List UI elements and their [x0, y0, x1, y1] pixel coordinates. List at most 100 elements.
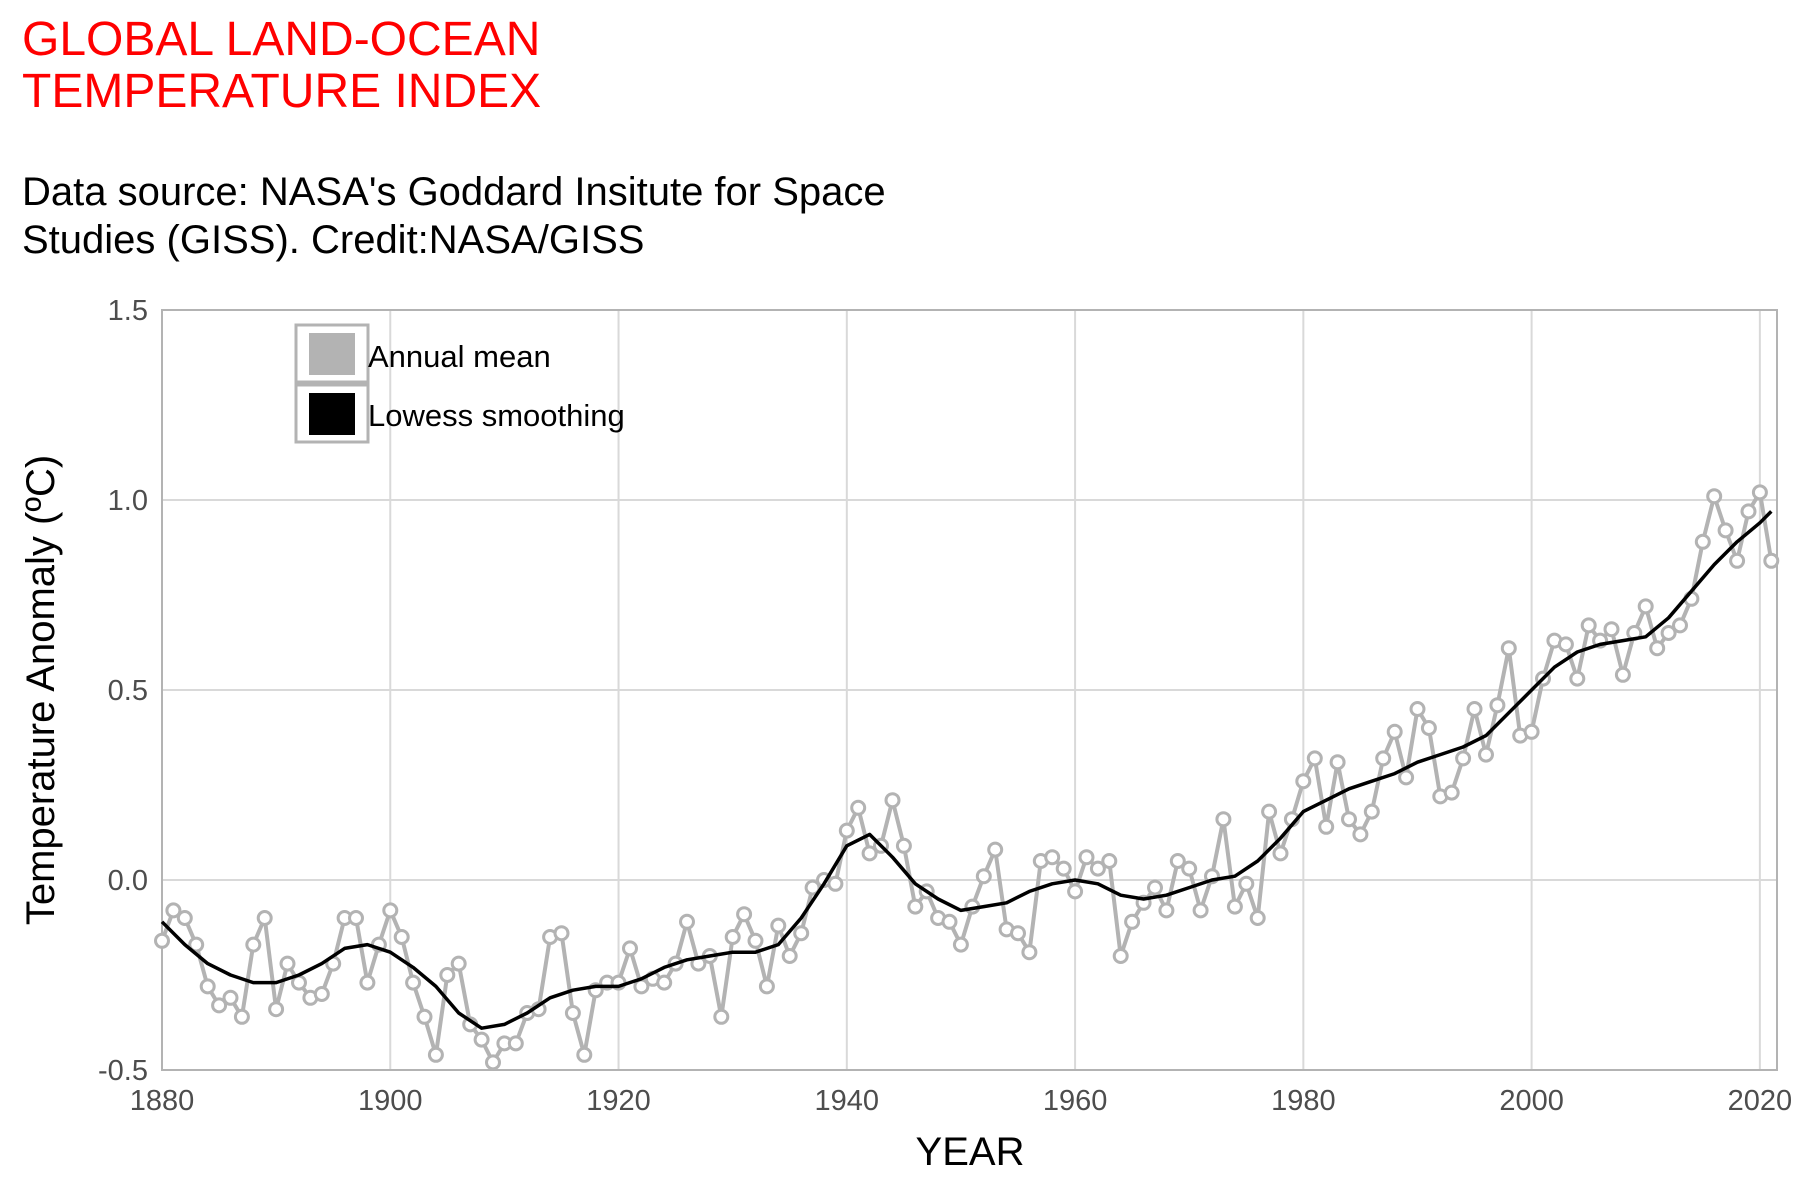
- annual-mean-point: [713, 1008, 730, 1025]
- annual-mean-point: [1158, 902, 1175, 919]
- annual-mean-point: [861, 845, 878, 862]
- annual-mean-point: [1192, 902, 1209, 919]
- annual-mean-point: [1637, 598, 1654, 615]
- annual-mean-point: [1101, 853, 1118, 869]
- annual-mean-point: [827, 875, 844, 892]
- annual-mean-point: [1557, 636, 1574, 653]
- x-tick-label: 1900: [358, 1085, 423, 1117]
- annual-mean-point: [1763, 552, 1780, 569]
- annual-mean-point: [233, 1008, 250, 1025]
- x-tick-label: 1940: [815, 1085, 880, 1117]
- annual-mean-point: [1089, 860, 1106, 877]
- annual-mean-point: [313, 986, 330, 1002]
- annual-mean-point: [188, 936, 205, 953]
- subtitle-line-2: Studies (GISS). Credit:NASA/GISS: [22, 218, 645, 262]
- annual-mean-point: [154, 932, 170, 949]
- annual-mean-point: [656, 974, 673, 991]
- annual-mean-point: [211, 997, 228, 1014]
- annual-mean-point: [1249, 910, 1266, 926]
- annual-mean-point: [770, 917, 787, 934]
- lowess-smoothing-line: [160, 510, 1773, 1030]
- annual-mean-point: [1420, 720, 1437, 736]
- legend-swatch-annual-mean: [309, 333, 355, 375]
- annual-mean-point: [895, 837, 912, 854]
- annual-mean-point: [987, 841, 1004, 858]
- annual-mean-point: [1124, 913, 1141, 930]
- title-line-1: GLOBAL LAND-OCEAN: [22, 13, 541, 66]
- x-tick-label: 1980: [1271, 1085, 1336, 1117]
- annual-mean-point: [176, 910, 193, 926]
- legend-label-annual-mean: Annual mean: [368, 339, 551, 374]
- annual-mean-point: [427, 1046, 444, 1063]
- annual-mean-point: [1729, 552, 1746, 569]
- chart-subtitle: Data source: NASA's Goddard Insitute for…: [22, 168, 886, 264]
- annual-mean-point: [1169, 853, 1186, 869]
- annual-mean-point: [1021, 944, 1038, 961]
- annual-mean-point: [1478, 746, 1494, 763]
- annual-mean-point: [747, 932, 764, 949]
- annual-mean-point: [793, 925, 810, 942]
- annual-mean-point: [724, 929, 741, 945]
- chart-title: GLOBAL LAND-OCEAN TEMPERATURE INDEX: [22, 14, 541, 118]
- annual-mean-point: [736, 906, 753, 923]
- annual-mean-point: [1375, 750, 1392, 767]
- annual-mean-point: [382, 902, 399, 919]
- annual-mean-point: [439, 967, 456, 983]
- annual-mean-point: [850, 799, 867, 816]
- axis-tick-labels: 1880 1900 1920 1940 1960 1980 2000 2020 -0.5 0.0 0…: [98, 295, 1792, 1117]
- annual-mean-point: [1010, 925, 1026, 942]
- x-tick-label: 1920: [586, 1085, 651, 1117]
- annual-mean-point: [1112, 948, 1129, 964]
- annual-mean-point: [405, 974, 422, 991]
- annual-mean-point: [256, 910, 273, 926]
- annual-mean-point: [1740, 503, 1757, 520]
- annual-mean-point: [1147, 879, 1163, 896]
- annual-mean-point: [907, 898, 924, 915]
- annual-mean-point: [450, 955, 467, 972]
- annual-mean-point: [622, 940, 638, 957]
- x-tick-label: 2000: [1499, 1085, 1564, 1117]
- annual-mean-series: [154, 484, 1780, 1071]
- annual-mean-point: [1489, 697, 1506, 714]
- legend: Annual mean Lowess smoothing: [294, 323, 625, 444]
- annual-mean-point: [1409, 701, 1426, 717]
- annual-mean-point: [838, 822, 855, 839]
- annual-mean-point: [1306, 750, 1323, 767]
- annual-mean-point: [679, 913, 695, 930]
- annual-mean-point: [1603, 621, 1620, 638]
- x-tick-label: 1960: [1043, 1085, 1108, 1117]
- annual-mean-point: [804, 879, 821, 896]
- annual-mean-point: [1660, 625, 1677, 641]
- legend-label-lowess-smoothing: Lowess smoothing: [368, 398, 625, 433]
- annual-mean-point: [222, 989, 239, 1006]
- annual-mean-point: [1717, 522, 1734, 539]
- annual-mean-point: [781, 948, 798, 964]
- annual-mean-point: [1067, 883, 1084, 900]
- annual-mean-point: [1398, 769, 1415, 786]
- annual-mean-point: [1318, 818, 1335, 835]
- x-tick-label: 1880: [130, 1085, 195, 1117]
- annual-mean-point: [1295, 773, 1312, 790]
- title-line-2: TEMPERATURE INDEX: [22, 65, 542, 118]
- annual-mean-point: [359, 974, 376, 991]
- lowess-smoothing-series: [160, 510, 1773, 1030]
- annual-mean-point: [553, 925, 570, 942]
- annual-mean-point: [1386, 723, 1403, 740]
- annual-mean-point: [1706, 488, 1723, 505]
- annual-mean-point: [1614, 666, 1631, 683]
- annual-mean-line: [160, 490, 1774, 1065]
- annual-mean-point: [348, 910, 364, 926]
- annual-mean-point: [1261, 803, 1278, 820]
- legend-swatch-lowess-smoothing: [309, 393, 355, 435]
- annual-mean-point: [1363, 803, 1380, 820]
- y-tick-label: 0.0: [108, 865, 148, 897]
- annual-mean-point: [1044, 849, 1061, 866]
- annual-mean-point: [165, 902, 182, 919]
- annual-mean-point: [485, 1054, 501, 1071]
- y-tick-label: 1.0: [108, 485, 148, 517]
- annual-mean-point: [1500, 640, 1517, 657]
- annual-mean-point: [507, 1035, 524, 1052]
- x-axis-label: YEAR: [916, 1130, 1025, 1174]
- annual-mean-point: [1694, 533, 1711, 550]
